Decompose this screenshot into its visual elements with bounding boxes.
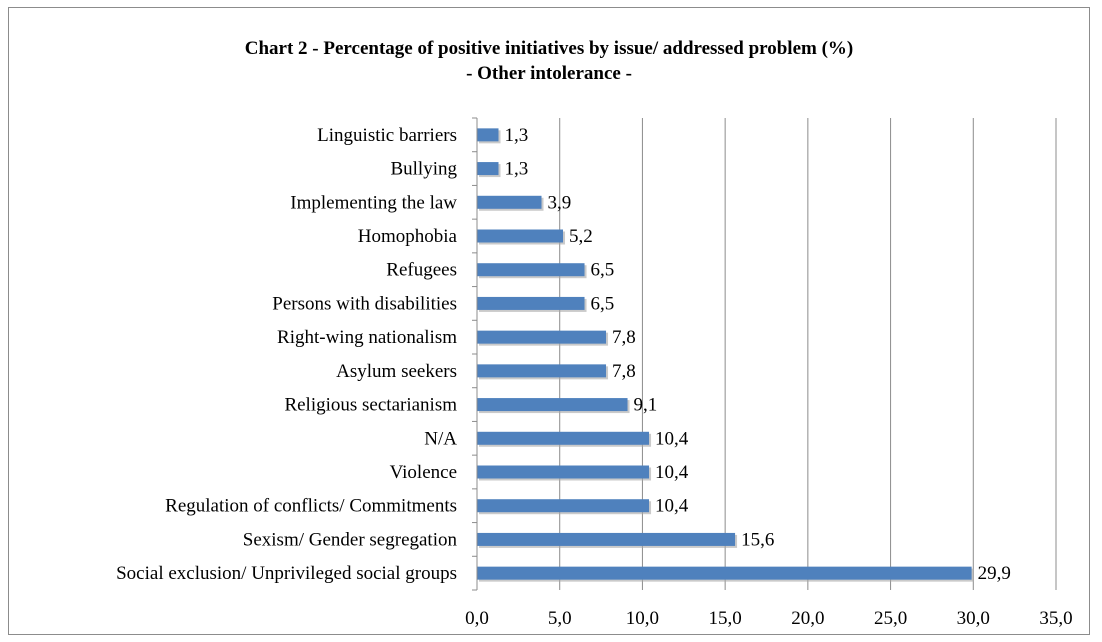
data-label: 7,8 bbox=[612, 361, 636, 382]
category-label: N/A bbox=[424, 428, 457, 449]
data-label: 3,9 bbox=[548, 192, 572, 213]
data-label: 10,4 bbox=[655, 462, 689, 483]
x-tick-label: 5,0 bbox=[548, 608, 572, 629]
bar bbox=[477, 398, 628, 412]
labels: 0,0 5,0 10,0 15,0 20,0 25,0 30,0 35,0 Linguistic… bbox=[116, 125, 1073, 629]
bar bbox=[477, 162, 499, 176]
bar bbox=[477, 431, 650, 445]
data-label: 10,4 bbox=[655, 428, 689, 449]
x-tick-label: 10,0 bbox=[626, 608, 659, 629]
category-label: Homophobia bbox=[358, 226, 458, 247]
data-label: 5,2 bbox=[569, 226, 593, 247]
bar bbox=[477, 229, 564, 243]
bar bbox=[477, 566, 972, 580]
bar bbox=[477, 330, 607, 344]
category-label: Social exclusion/ Unprivileged social gr… bbox=[116, 563, 457, 584]
bars bbox=[477, 128, 974, 582]
category-label: Violence bbox=[390, 462, 457, 483]
data-label: 10,4 bbox=[655, 496, 689, 517]
category-label: Religious sectarianism bbox=[284, 395, 457, 416]
category-label: Sexism/ Gender segregation bbox=[243, 529, 458, 550]
axes bbox=[472, 117, 478, 591]
data-label: 15,6 bbox=[741, 529, 774, 550]
x-tick-label: 25,0 bbox=[874, 608, 907, 629]
bar bbox=[477, 465, 650, 479]
data-label: 1,3 bbox=[505, 125, 529, 146]
x-tick-label: 35,0 bbox=[1039, 608, 1072, 629]
data-label: 9,1 bbox=[634, 395, 658, 416]
x-tick-label: 20,0 bbox=[791, 608, 824, 629]
bar bbox=[477, 263, 585, 277]
bar bbox=[477, 195, 542, 209]
chart-title-block: Chart 2 - Percentage of positive initiat… bbox=[8, 36, 1090, 86]
category-label: Regulation of conflicts/ Commitments bbox=[165, 496, 457, 517]
category-label: Refugees bbox=[386, 260, 457, 281]
data-label: 1,3 bbox=[505, 159, 529, 180]
bar bbox=[477, 499, 650, 513]
bar bbox=[477, 128, 499, 142]
category-label: Linguistic barriers bbox=[317, 125, 457, 146]
chart-subtitle: - Other intolerance - bbox=[466, 63, 632, 84]
category-label: Asylum seekers bbox=[336, 361, 457, 382]
category-label: Bullying bbox=[390, 159, 457, 180]
category-label: Right-wing nationalism bbox=[277, 327, 457, 348]
category-label: Persons with disabilities bbox=[272, 293, 457, 314]
x-tick-label: 30,0 bbox=[957, 608, 990, 629]
gridlines bbox=[559, 118, 1057, 590]
data-label: 6,5 bbox=[591, 293, 615, 314]
bar bbox=[477, 364, 607, 378]
x-tick-label: 0,0 bbox=[465, 608, 489, 629]
data-label: 29,9 bbox=[978, 563, 1011, 584]
data-label: 7,8 bbox=[612, 327, 636, 348]
x-tick-label: 15,0 bbox=[709, 608, 742, 629]
data-label: 6,5 bbox=[591, 260, 615, 281]
bar bbox=[477, 296, 585, 310]
chart-title: Chart 2 - Percentage of positive initiat… bbox=[244, 38, 854, 59]
bar bbox=[477, 532, 736, 546]
chart-frame bbox=[8, 7, 1090, 635]
category-label: Implementing the law bbox=[290, 192, 457, 213]
